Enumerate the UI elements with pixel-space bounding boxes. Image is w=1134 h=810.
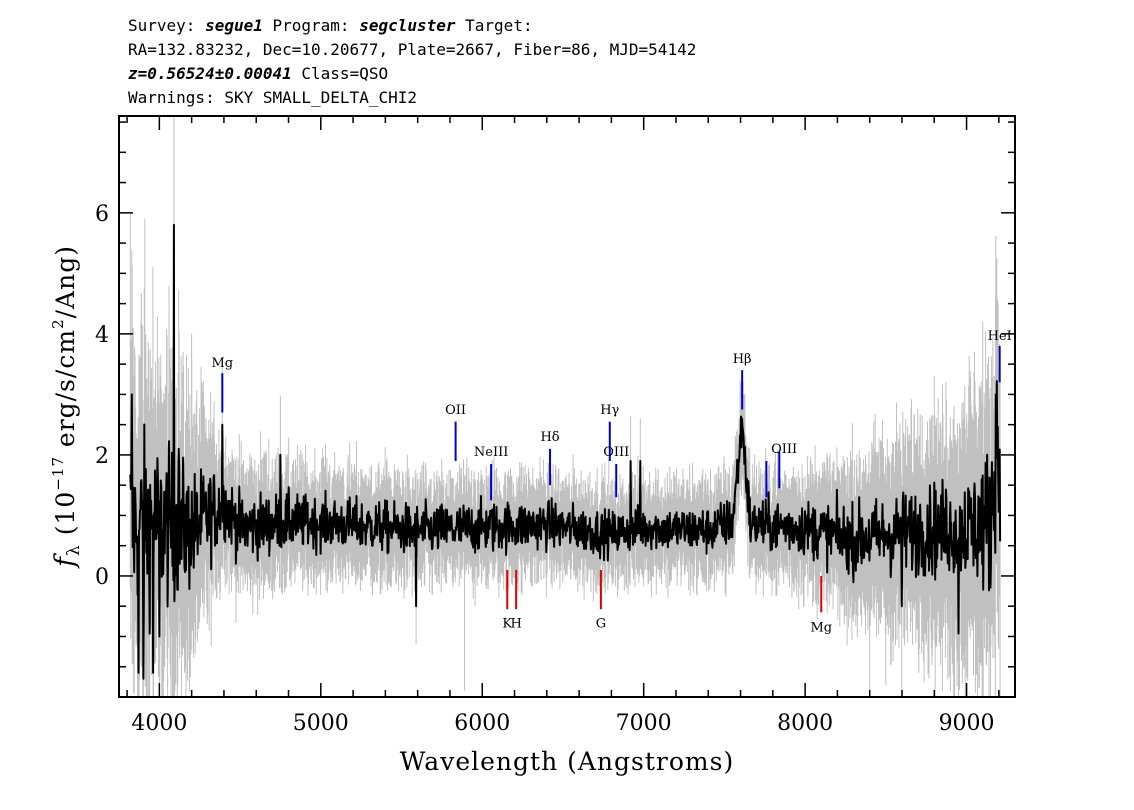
emission-line-label: Mg	[212, 356, 234, 371]
plot-area: Mg OII NeIII Hδ Hγ OIII Hβ OIII HeI KH G Mg	[129, 116, 1012, 697]
absorption-line-label: H	[510, 616, 521, 631]
header-line-4: Warnings: SKY SMALL_DELTA_CHI2	[128, 88, 417, 107]
y-tick-label: 6	[95, 202, 109, 227]
emission-line-label: Hγ	[600, 403, 619, 418]
emission-line-label: OIII	[771, 442, 797, 457]
header-fragment: Class=QSO	[292, 64, 388, 83]
error-series	[129, 116, 1001, 697]
flux-series	[129, 223, 1002, 680]
emission-line-label: HeI	[988, 329, 1012, 344]
emission-line-label: OIII	[603, 445, 629, 460]
header-line-3: z=0.56524±0.00041 Class=QSO	[128, 64, 388, 83]
x-tick-label: 8000	[777, 711, 833, 736]
header-fragment: z=0.56524±0.00041	[128, 64, 292, 83]
x-axis-title: Wavelength (Angstroms)	[400, 747, 734, 776]
line-markers: Mg OII NeIII Hδ Hγ OIII Hβ OIII HeI KH G Mg	[212, 329, 1012, 636]
flux-line	[129, 223, 1002, 680]
header-line-2: RA=132.83232, Dec=10.20677, Plate=2667, …	[128, 40, 696, 59]
header-fragment: Program:	[263, 16, 359, 35]
emission-line-label: Hδ	[540, 430, 559, 445]
error-band	[129, 116, 1001, 697]
x-tick-label: 5000	[293, 711, 349, 736]
x-tick-label: 6000	[454, 711, 510, 736]
x-tick-label: 7000	[616, 711, 672, 736]
absorption-line-label: Mg	[810, 621, 832, 636]
absorption-line-label: G	[596, 616, 606, 631]
y-tick-label: 4	[95, 323, 109, 348]
axis-ticks: 4000 5000 6000 7000 8000 9000 0 2 4 6	[95, 116, 1015, 736]
y-tick-label: 2	[95, 444, 109, 469]
x-tick-label: 4000	[131, 711, 187, 736]
header-line-1: Survey: segue1 Program: segcluster Targe…	[128, 16, 533, 35]
header-fragment: Survey:	[128, 16, 205, 35]
absorption-line-label: K	[502, 616, 512, 631]
emission-line-label: OII	[445, 403, 466, 418]
emission-line-label: Hβ	[733, 352, 752, 367]
header-fragment: segcluster	[359, 16, 456, 35]
header-fragment: segue1	[205, 16, 263, 35]
plot-frame	[118, 115, 1016, 698]
x-tick-label: 9000	[939, 711, 995, 736]
header-fragment: Target:	[456, 16, 533, 35]
emission-line-label: NeIII	[474, 445, 508, 460]
y-axis-title: fλ (10−17 erg/s/cm2/Ang)	[49, 245, 84, 569]
y-tick-label: 0	[95, 565, 109, 590]
